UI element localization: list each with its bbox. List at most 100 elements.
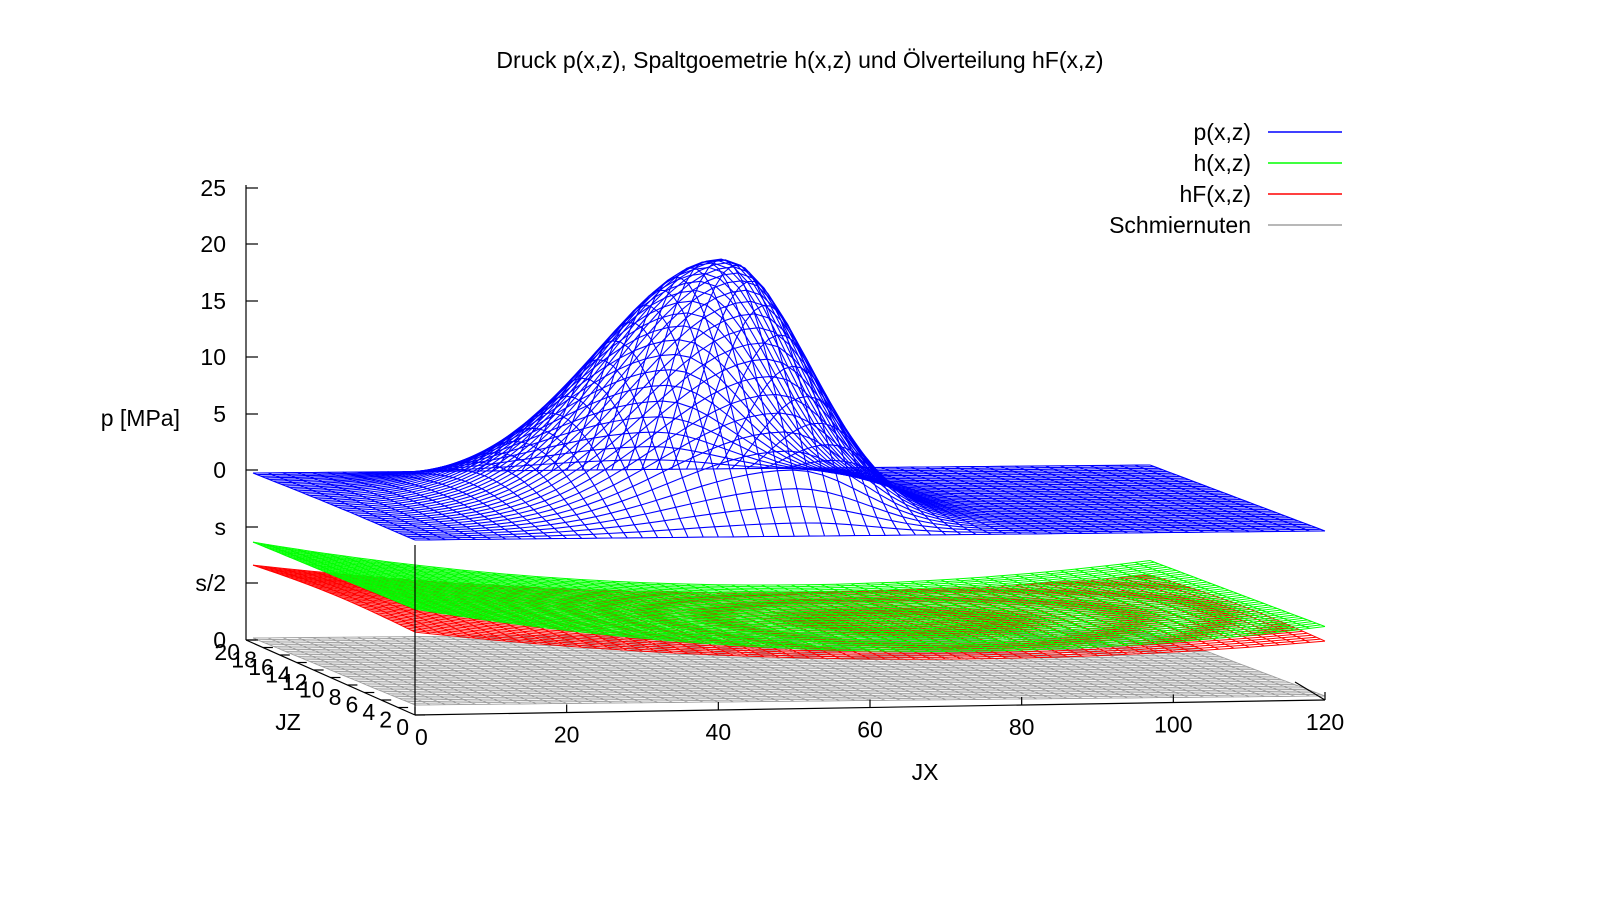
surface-line-z	[282, 637, 446, 706]
surface-line-z	[791, 584, 962, 652]
surface-line-z	[312, 471, 476, 540]
z-tick-label: 5	[213, 401, 226, 427]
surface-line-z	[312, 637, 476, 705]
surface-line-z	[626, 261, 795, 537]
chart-title: Druck p(x,z), Spaltgoemetrie h(x,z) und …	[496, 47, 1103, 73]
surface-line-z	[940, 466, 1113, 534]
surface-line-z	[1000, 575, 1174, 643]
surface-line-x	[293, 325, 1194, 490]
surface-line-z	[985, 465, 1159, 534]
x-axis-label: JX	[912, 759, 939, 785]
surface-line-z	[596, 634, 764, 702]
y-tick-label: 12	[282, 669, 308, 695]
surface-line-z	[342, 636, 507, 705]
y-tick-label: 10	[299, 677, 325, 703]
z-tick-label: 0	[213, 457, 226, 483]
surface-line-z	[925, 580, 1098, 648]
surface-line-z	[417, 564, 582, 633]
surface-line-z	[252, 472, 416, 541]
surface-line-z	[506, 377, 674, 538]
surface-line-z	[1134, 464, 1310, 532]
surface-line-z	[985, 631, 1159, 699]
surface-line-z	[656, 582, 825, 651]
surface-line-z	[895, 581, 1068, 649]
surface-line-z	[342, 555, 507, 624]
surface-line-z	[551, 577, 719, 645]
surface-3	[252, 258, 1326, 541]
z-tick-label: 0	[213, 627, 226, 653]
surface-line-z	[955, 578, 1128, 646]
surface-line-z	[252, 564, 416, 633]
surface-line-z	[1105, 565, 1280, 633]
surface-line-z	[312, 551, 476, 619]
surface-line-z	[820, 467, 992, 535]
surface-line-z	[1075, 568, 1250, 636]
surface-line-z	[656, 264, 826, 537]
surface-line-z	[372, 471, 537, 540]
y-tick-label: 18	[231, 647, 257, 673]
surface-line-z	[327, 553, 491, 622]
surface-line-x	[269, 416, 1168, 481]
surface-line-z	[641, 582, 810, 650]
surface-line-z	[1030, 465, 1204, 533]
surface-line-z	[820, 584, 992, 652]
surface-line-z	[791, 467, 962, 536]
surface-line-z	[746, 584, 916, 652]
surface-line-z	[701, 583, 871, 652]
x-tick-label: 100	[1154, 712, 1192, 738]
surface-line-z	[506, 635, 673, 703]
surface-line-z	[252, 637, 416, 706]
x-axis-end-tick	[1294, 681, 1326, 701]
surface-line-z	[536, 635, 704, 703]
y-tick-label: 16	[248, 654, 274, 680]
surface-line-z	[1149, 560, 1326, 627]
surface-line-z	[776, 459, 947, 536]
surface-line-z	[761, 584, 931, 652]
x-tick-label: 0	[415, 724, 428, 750]
surface-line-x	[313, 273, 1216, 498]
surface-line-z	[462, 569, 628, 638]
y-tick-label: 4	[362, 699, 375, 725]
z-tick-label: 10	[200, 344, 226, 370]
surface-line-z	[910, 466, 1083, 534]
surface-line-z	[686, 583, 855, 652]
y-axis-label: JZ	[275, 709, 301, 735]
surface-line-z	[581, 579, 749, 647]
y-tick-label: 0	[396, 714, 409, 740]
surface-line-z	[402, 636, 567, 704]
surface-line-z	[791, 632, 962, 701]
surface-line-z	[1075, 465, 1250, 533]
surface-line-z	[402, 563, 567, 631]
surface-line-z	[267, 472, 431, 541]
surface-line-z	[267, 544, 431, 613]
surface-line-z	[327, 471, 492, 540]
surface-line-z	[357, 557, 522, 626]
legend-label: Schmiernuten	[1109, 212, 1251, 238]
surfaces	[252, 258, 1326, 706]
surface-line-z	[282, 472, 446, 541]
y-tick-label: 20	[214, 639, 240, 665]
surface-line-z	[492, 572, 658, 641]
surface-line-z	[417, 636, 582, 704]
surface-2	[252, 541, 1326, 653]
z-tick-label: 15	[200, 288, 226, 314]
surface-line-z	[1060, 465, 1235, 533]
surface-line-z	[342, 471, 507, 540]
surface-line-z	[716, 584, 886, 652]
y-tick-label: 6	[346, 692, 359, 718]
surface-line-z	[835, 583, 1007, 651]
surface-line-z	[521, 359, 689, 538]
surface-line-z	[432, 566, 598, 635]
x-tick-label: 40	[706, 719, 732, 745]
surface-line-z	[671, 280, 841, 536]
surface-line-z	[372, 559, 537, 628]
surface-line-z	[491, 395, 659, 538]
surface-line-z	[447, 635, 613, 704]
y-tick-label: 8	[329, 684, 342, 710]
surface-line-z	[1015, 574, 1189, 642]
surface-line-z	[850, 467, 1022, 535]
surface-line-z	[566, 578, 734, 646]
surface-line-z	[910, 581, 1083, 649]
surface-line-z	[417, 461, 583, 539]
surface-line-z	[357, 471, 522, 540]
